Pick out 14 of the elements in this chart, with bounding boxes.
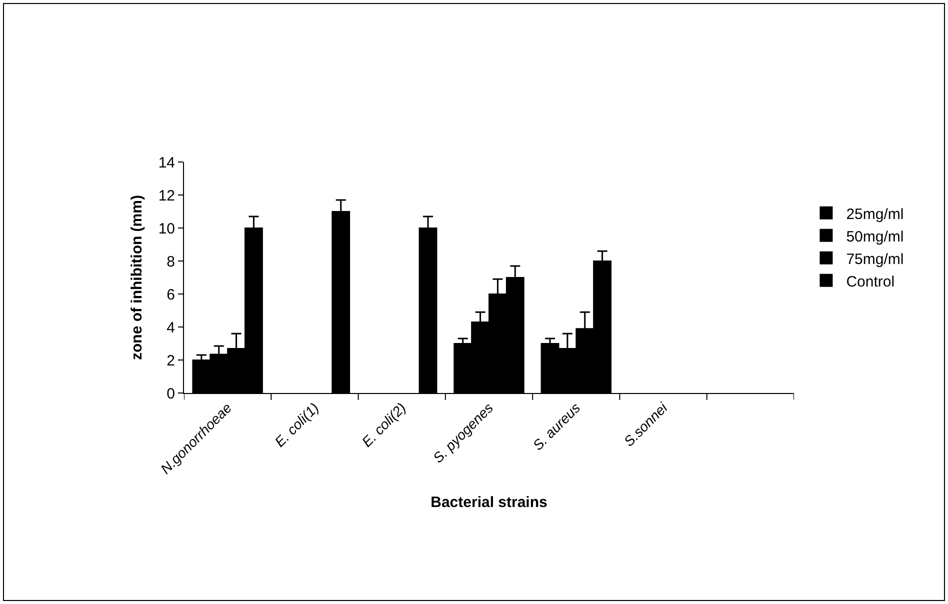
y-tick-label: 10: [158, 220, 175, 238]
legend-label: 75mg/ml: [846, 250, 904, 268]
x-axis-title: Bacterial strains: [430, 494, 548, 511]
y-tick-label: 12: [158, 187, 175, 204]
legend-label: Control: [846, 273, 895, 290]
y-tick-label: 4: [166, 319, 175, 336]
y-tick-label: 14: [158, 154, 175, 172]
y-tick-label: 6: [166, 286, 175, 304]
legend-label: 25mg/ml: [846, 206, 904, 223]
y-axis-title: zone of inhibition (mm): [128, 195, 146, 360]
y-tick-label: 0: [166, 385, 175, 402]
legend-label: 50mg/ml: [846, 228, 904, 246]
y-tick-label: 2: [166, 352, 175, 370]
y-tick-label: 8: [166, 253, 175, 270]
